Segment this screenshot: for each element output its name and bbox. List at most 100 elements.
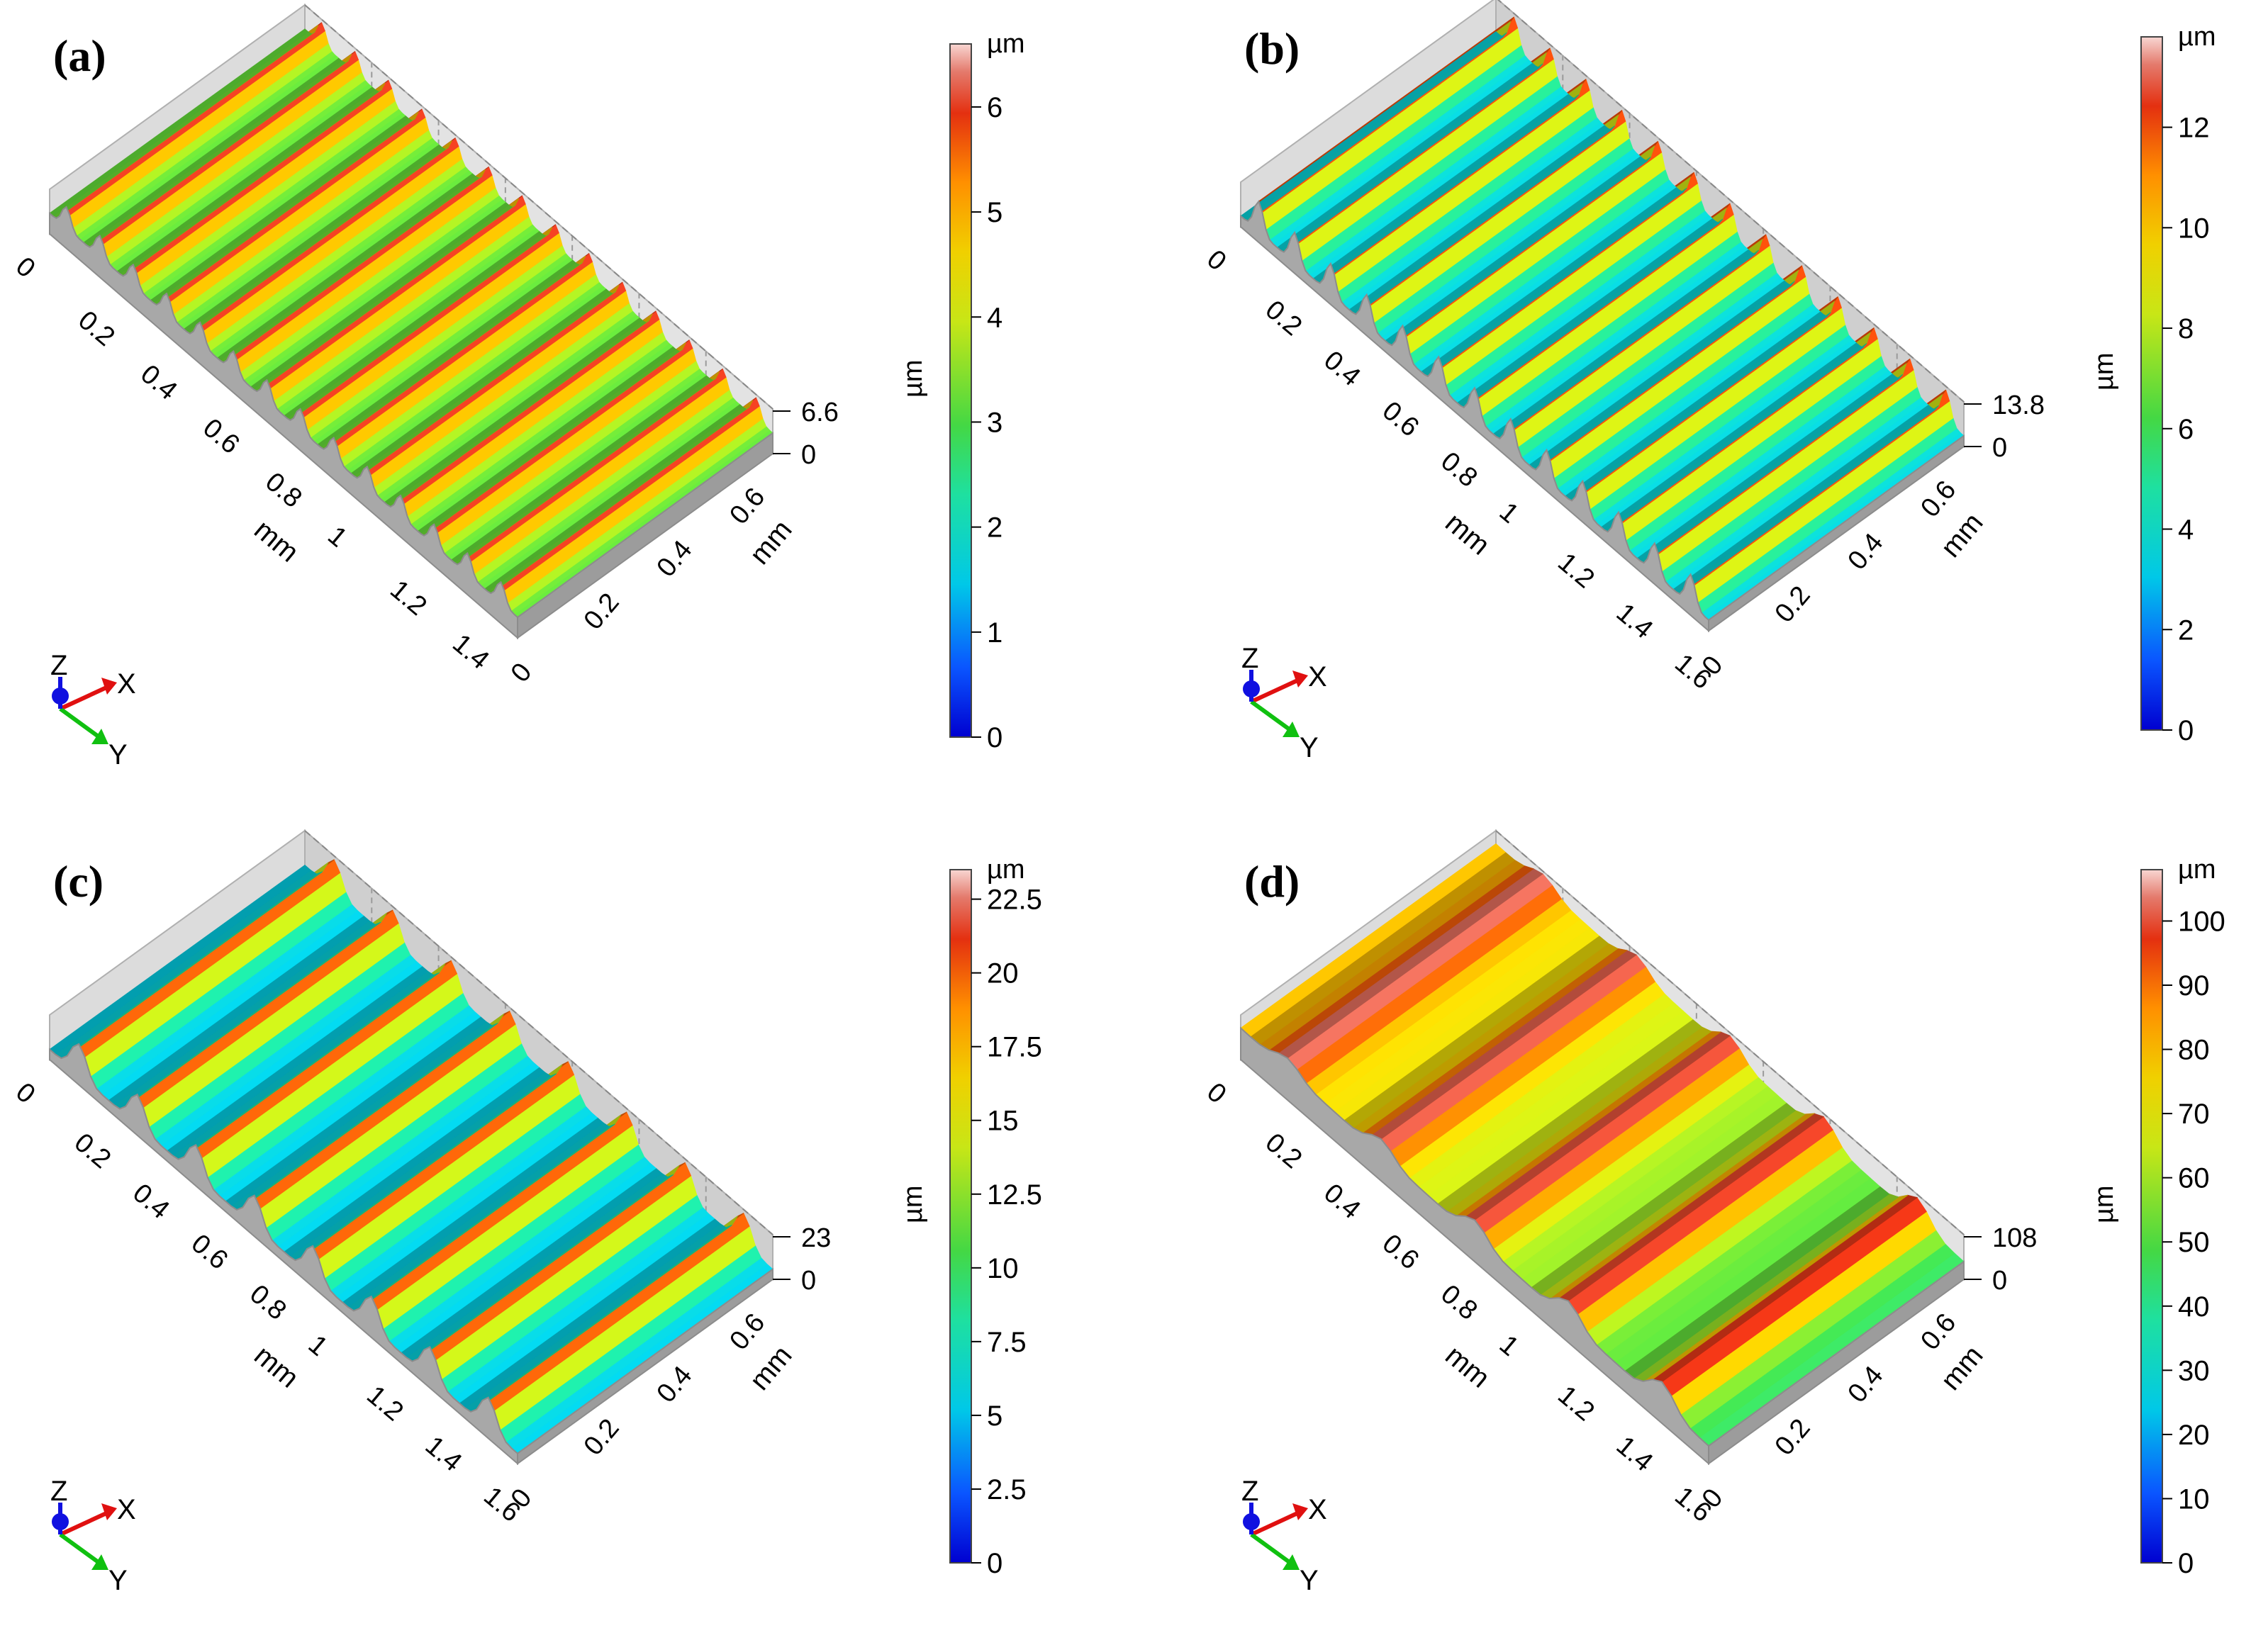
y-tick-label: 0.4 [1842,528,1889,576]
y-tick-label: 0.2 [1770,580,1816,628]
triad-y-arrow [91,729,108,744]
x-tick-label: 1.2 [361,1380,408,1427]
x-tick-label: 0 [10,1077,40,1110]
triad-origin [52,688,69,705]
x-tick-label: 0.6 [1377,395,1424,442]
colorbar-tick-label: 5 [987,197,1002,228]
surface [49,22,773,618]
colorbar-tick-label: 7.5 [987,1327,1027,1358]
surface [1240,16,1965,621]
colorbar-unit: µm [987,29,1025,59]
x-tick-label: 0.2 [1260,295,1307,342]
colorbar-tick-label: 30 [2178,1355,2210,1386]
colorbar-tick-label: 10 [2178,1483,2210,1515]
triad-y-label: Y [1300,1565,1319,1596]
colorbar-tick-label: 40 [2178,1291,2210,1323]
y-tick-label: 0.6 [1915,1308,1962,1355]
x-tick-label: 0 [1201,1077,1231,1110]
colorbar-tick-label: 0 [987,1548,1002,1579]
triad-y-arrow [1283,722,1300,737]
triad-x-arrow [1292,1503,1308,1520]
colorbar-tick-label: 22.5 [987,885,1042,916]
front-profile [49,206,518,640]
z-tick-label: 0 [801,1266,816,1296]
x-tick-label: 0.6 [1377,1228,1424,1275]
z-tick-label: 13.8 [1992,391,2045,420]
back-top-edge [1497,0,1965,403]
back-top-edge [304,4,773,410]
triad-x-arrow [101,678,117,695]
colorbar-tick-label: 20 [987,958,1019,989]
colorbar-tick-label: 90 [2178,970,2210,1001]
triad-origin [1243,1513,1260,1530]
colorbar-tick-label: 0 [2178,1548,2194,1579]
x-tick-label: 1.2 [384,575,432,622]
y-tick-label: 0.6 [724,482,771,529]
colorbar-tick-label: 12 [2178,113,2210,144]
triad-y-label: Y [1300,732,1319,763]
colorbar-tick-label: 0 [2178,715,2194,746]
colorbar-tick-label: 80 [2178,1035,2210,1066]
x-axis-label: mm [248,1340,304,1394]
x-tick-label: 1.4 [1611,597,1658,644]
colorbar-gradient [949,869,972,1564]
x-tick-label: 0.6 [197,413,245,460]
panel-b: (b)00.20.40.60.811.21.41.6mm00.20.40.6mm… [1201,0,2216,763]
triad-origin [52,1513,69,1530]
panels-layer: (a)00.20.40.60.811.21.4mm00.20.40.6mm06.… [10,0,2225,1596]
triad-origin [1243,680,1260,697]
triad-x-arrow [1292,670,1308,688]
colorbar-unit: µm [2178,855,2216,885]
colorbar-axis-label: µm [898,359,928,398]
colorbar-tick-label: 2 [2178,615,2194,646]
triad-z-label: Z [1241,1476,1258,1507]
x-tick-label: 1.4 [447,629,494,675]
colorbar: 0 1 2 3 4 5 6 µm µm [898,29,1025,753]
x-tick-label: 0.6 [186,1228,233,1275]
x-tick-label: 0.4 [1318,1178,1365,1225]
front-profile [1240,1026,1709,1466]
triad-x-axis [1250,1511,1299,1537]
triad-x-label: X [1308,661,1327,692]
y-tick-label: 0.2 [1770,1413,1816,1461]
triad-x-axis [59,685,108,711]
triad-x-label: X [1308,1494,1327,1525]
colorbar-gradient [2140,36,2163,731]
x-axis-label: mm [1439,1340,1495,1394]
panel-d: (d)00.20.40.60.811.21.41.6mm00.20.40.6mm… [1201,829,2225,1596]
triad-y-label: Y [108,1565,128,1596]
x-tick-label: 0.8 [1435,1279,1482,1326]
x-tick-label: 0.2 [72,305,120,352]
colorbar-tick-label: 50 [2178,1227,2210,1258]
end-profile [517,1267,773,1465]
colorbar-tick-label: 10 [987,1253,1019,1284]
back-top-edge [304,830,773,1235]
panel-label: (d) [1244,856,1300,907]
colorbar-tick-label: 6 [987,92,1002,123]
end-profile [517,431,773,639]
panel-label: (b) [1244,23,1300,74]
triad-y-label: Y [108,739,128,770]
colorbar-tick-label: 12.5 [987,1179,1042,1211]
x-tick-label: 0.8 [244,1279,291,1326]
x-tick-label: 1 [1494,1330,1524,1362]
z-tick-label: 108 [1992,1223,2037,1253]
colorbar-tick-label: 0 [987,722,1002,753]
panel-label: (a) [53,30,106,81]
colorbar-tick-label: 2.5 [987,1474,1027,1505]
y-tick-label: 0.2 [579,1413,625,1461]
y-tick-label: 0.2 [579,588,625,635]
triad-y-axis [1250,1532,1292,1565]
x-axis-label: mm [1439,507,1495,561]
x-tick-label: 1.4 [1611,1430,1658,1477]
colorbar-tick-label: 70 [2178,1099,2210,1130]
colorbar-tick-label: 20 [2178,1420,2210,1451]
z-tick-label: 6.6 [801,398,839,427]
z-tick-label: 0 [801,440,816,470]
colorbar-tick-label: 8 [2178,313,2194,344]
z-tick-label: 23 [801,1223,831,1253]
y-tick-label: 0.4 [651,535,698,583]
colorbar-gradient [2140,869,2163,1564]
